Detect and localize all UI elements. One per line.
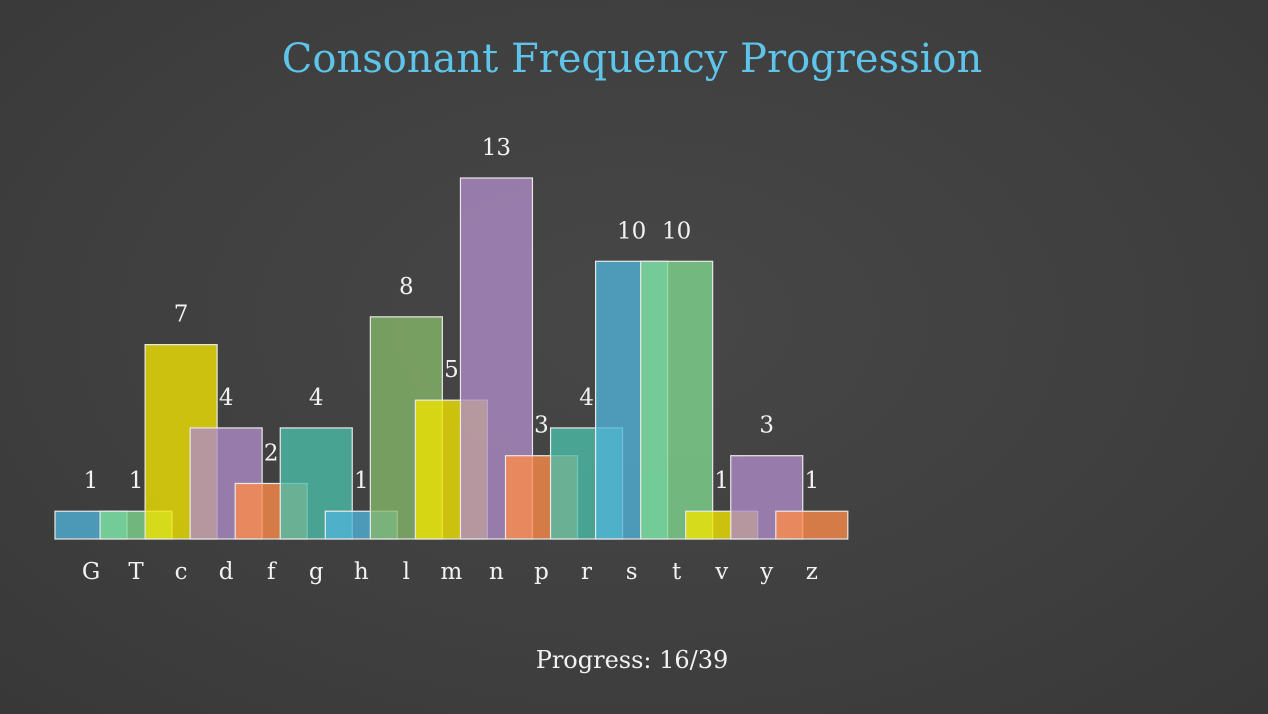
value-label-n: 13 xyxy=(482,135,511,161)
value-label-f: 2 xyxy=(264,440,279,466)
category-label-T: T xyxy=(128,559,144,585)
value-label-s: 10 xyxy=(617,218,646,244)
category-label-y: y xyxy=(759,559,773,585)
category-label-G: G xyxy=(82,559,100,585)
value-label-c: 7 xyxy=(174,302,189,328)
category-label-d: d xyxy=(219,559,234,585)
category-label-t: t xyxy=(672,559,682,585)
progress-label: Progress: 16/39 xyxy=(536,646,729,674)
value-label-p: 3 xyxy=(534,413,549,439)
value-label-T: 1 xyxy=(129,468,144,494)
category-label-p: p xyxy=(534,559,549,585)
category-label-c: c xyxy=(175,559,188,585)
category-label-v: v xyxy=(714,559,728,585)
chart-title: Consonant Frequency Progression xyxy=(282,36,983,82)
value-label-r: 4 xyxy=(579,385,594,411)
category-label-r: r xyxy=(581,559,592,585)
value-label-m: 5 xyxy=(444,357,459,383)
value-label-y: 3 xyxy=(759,413,774,439)
bars-group xyxy=(54,177,849,540)
category-label-z: z xyxy=(806,559,818,585)
category-label-n: n xyxy=(489,559,504,585)
value-label-z: 1 xyxy=(804,468,819,494)
category-label-f: f xyxy=(267,559,277,585)
value-label-G: 1 xyxy=(84,468,99,494)
value-label-d: 4 xyxy=(219,385,234,411)
bar-z xyxy=(775,510,849,540)
category-label-m: m xyxy=(440,559,462,585)
category-label-g: g xyxy=(309,559,324,585)
value-label-t: 10 xyxy=(662,218,691,244)
category-label-s: s xyxy=(626,559,638,585)
bar-t xyxy=(640,260,714,540)
category-label-h: h xyxy=(354,559,369,585)
category-label-l: l xyxy=(403,559,410,585)
value-label-h: 1 xyxy=(354,468,369,494)
value-label-v: 1 xyxy=(714,468,729,494)
value-label-l: 8 xyxy=(399,274,414,300)
value-label-g: 4 xyxy=(309,385,324,411)
